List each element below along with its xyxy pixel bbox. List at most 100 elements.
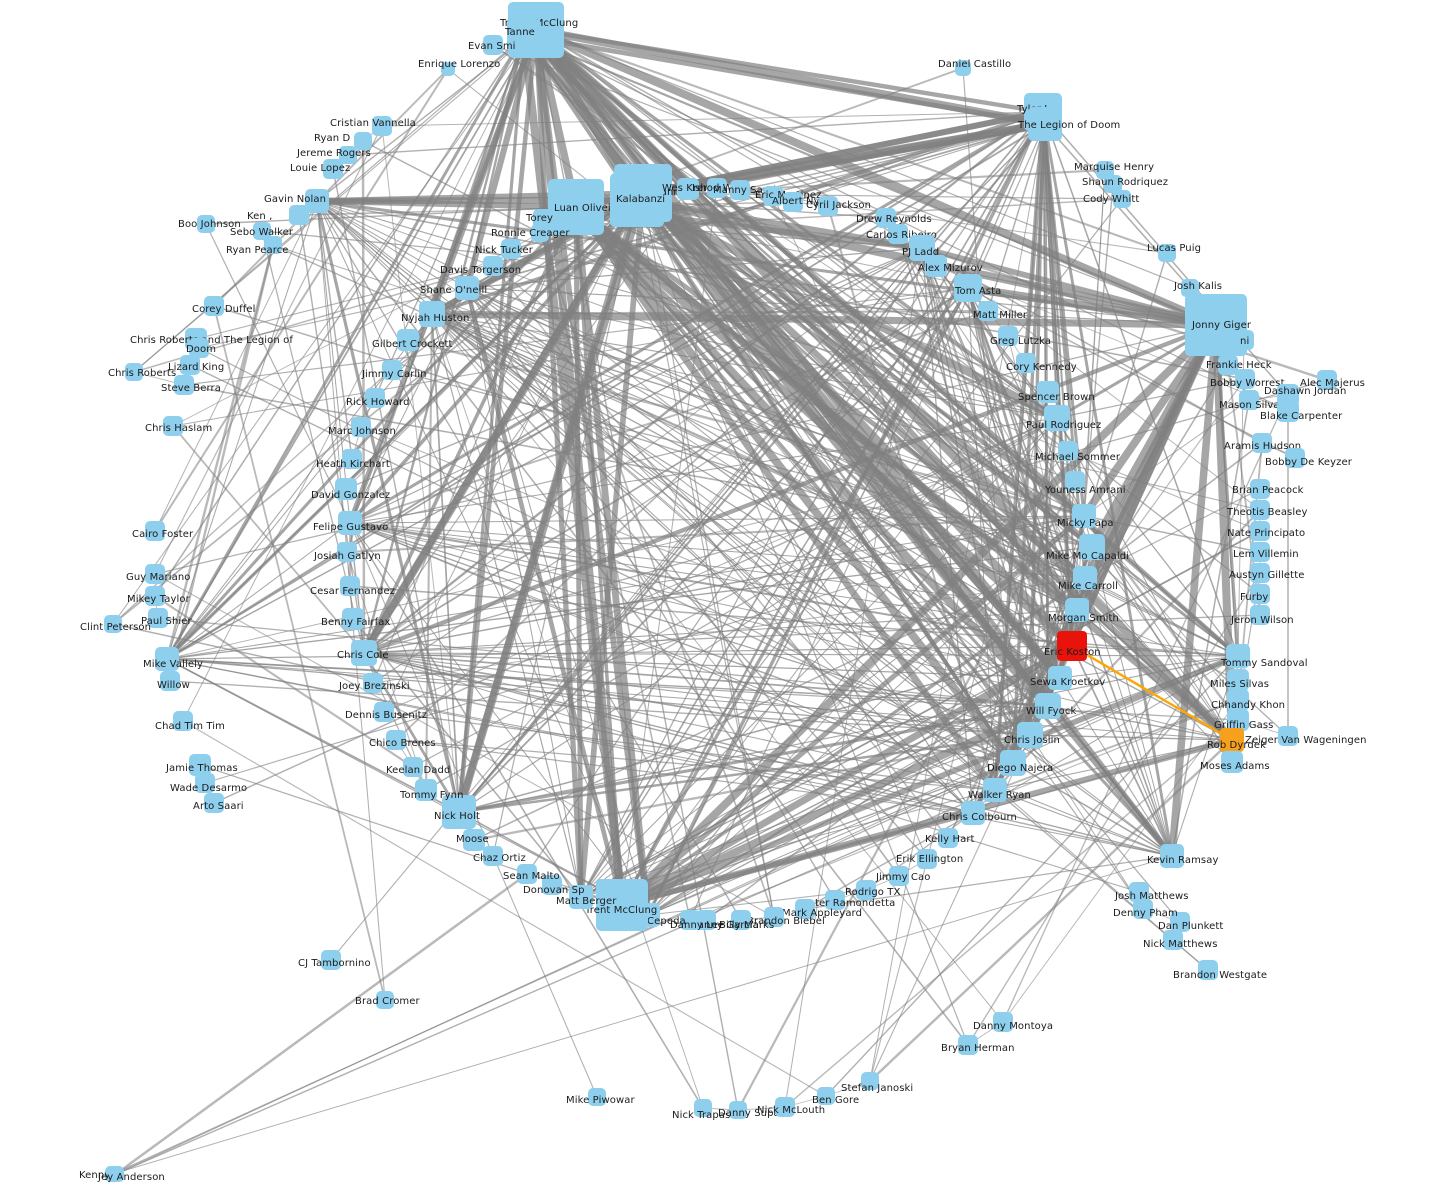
graph-node[interactable]	[104, 615, 122, 633]
graph-node[interactable]	[501, 239, 521, 259]
graph-node[interactable]	[542, 875, 562, 895]
graph-node[interactable]	[415, 779, 437, 801]
graph-node[interactable]	[938, 828, 958, 848]
graph-node[interactable]	[160, 671, 180, 691]
graph-node[interactable]	[861, 1072, 879, 1090]
graph-node[interactable]	[1250, 542, 1270, 562]
graph-node[interactable]	[455, 276, 479, 300]
graph-node[interactable]	[1227, 709, 1249, 731]
graph-node[interactable]	[155, 647, 179, 671]
graph-node[interactable]	[365, 388, 385, 408]
graph-node[interactable]	[707, 178, 727, 198]
graph-node[interactable]	[419, 301, 445, 327]
graph-node[interactable]	[1285, 448, 1305, 468]
graph-node[interactable]	[1227, 669, 1249, 691]
graph-node[interactable]	[145, 586, 165, 606]
graph-node[interactable]	[548, 179, 604, 235]
graph-node[interactable]	[1234, 330, 1254, 350]
graph-node[interactable]	[264, 236, 282, 254]
graph-node[interactable]	[1037, 381, 1059, 403]
graph-node[interactable]	[731, 910, 751, 930]
graph-node[interactable]	[961, 801, 985, 825]
graph-node[interactable]	[382, 360, 402, 380]
graph-node[interactable]	[204, 296, 224, 316]
graph-node[interactable]	[596, 879, 648, 931]
graph-node[interactable]	[954, 274, 982, 302]
graph-node[interactable]	[253, 222, 271, 240]
graph-node[interactable]	[825, 890, 845, 910]
graph-node[interactable]	[1073, 566, 1097, 590]
graph-node[interactable]	[372, 116, 392, 136]
graph-node[interactable]	[374, 702, 394, 722]
graph-node[interactable]	[340, 576, 360, 596]
graph-node[interactable]	[1028, 107, 1062, 141]
graph-node[interactable]	[1129, 882, 1149, 902]
graph-node[interactable]	[1133, 899, 1153, 919]
graph-node[interactable]	[1227, 689, 1249, 711]
graph-node[interactable]	[148, 608, 168, 628]
graph-node[interactable]	[1048, 666, 1072, 690]
graph-node[interactable]	[889, 866, 909, 886]
graph-node[interactable]	[610, 173, 664, 227]
graph-node[interactable]	[125, 363, 143, 381]
graph-node[interactable]	[441, 62, 455, 76]
graph-node[interactable]	[1218, 355, 1238, 375]
graph-node[interactable]	[351, 640, 377, 666]
graph-node[interactable]	[1250, 584, 1270, 604]
graph-node[interactable]	[856, 880, 876, 900]
graph-node[interactable]	[1113, 190, 1131, 208]
graph-node[interactable]	[338, 511, 362, 535]
graph-node[interactable]	[442, 795, 476, 829]
graph-node[interactable]	[335, 478, 357, 500]
graph-node[interactable]	[925, 255, 947, 277]
graph-node[interactable]	[339, 146, 357, 164]
graph-node[interactable]	[1016, 353, 1036, 373]
graph-node[interactable]	[795, 899, 815, 919]
graph-node[interactable]	[403, 757, 423, 777]
graph-node[interactable]	[818, 196, 838, 216]
graph-node[interactable]	[483, 846, 503, 866]
graph-node[interactable]	[1065, 598, 1089, 622]
graph-node[interactable]	[588, 1088, 606, 1106]
graph-node[interactable]	[483, 35, 503, 55]
graph-node[interactable]	[1250, 479, 1270, 499]
graph-node[interactable]	[517, 864, 537, 884]
graph-node[interactable]	[145, 521, 165, 541]
graph-node[interactable]	[730, 180, 750, 200]
graph-node[interactable]	[1198, 960, 1218, 980]
graph-node[interactable]	[775, 1097, 795, 1117]
graph-node[interactable]	[1277, 400, 1299, 422]
graph-node[interactable]	[888, 224, 908, 244]
graph-node[interactable]	[1170, 912, 1190, 932]
graph-node[interactable]	[363, 673, 383, 693]
graph-node[interactable]	[483, 256, 503, 276]
graph-node[interactable]	[729, 1101, 747, 1119]
graph-node[interactable]	[817, 1087, 835, 1105]
graph-node[interactable]	[1250, 500, 1270, 520]
graph-node[interactable]	[386, 730, 406, 750]
graph-node[interactable]	[174, 375, 194, 395]
graph-node[interactable]	[1239, 390, 1259, 410]
graph-node[interactable]	[993, 1012, 1013, 1032]
graph-node[interactable]	[958, 1035, 978, 1055]
graph-node[interactable]	[289, 205, 309, 225]
graph-node[interactable]	[1035, 693, 1061, 719]
graph-node[interactable]	[1163, 930, 1183, 950]
graph-node[interactable]	[694, 1099, 712, 1117]
graph-node[interactable]	[197, 215, 215, 233]
graph-node[interactable]	[1017, 722, 1043, 748]
graph-node[interactable]	[1058, 441, 1078, 461]
graph-node[interactable]	[376, 991, 394, 1009]
graph-node[interactable]	[305, 189, 329, 213]
graph-node[interactable]	[998, 326, 1018, 346]
graph-node[interactable]	[321, 950, 341, 970]
graph-node[interactable]	[195, 773, 215, 793]
graph-node[interactable]	[1220, 728, 1244, 752]
graph-node[interactable]	[1252, 433, 1272, 453]
graph-node[interactable]	[145, 564, 165, 584]
graph-node[interactable]	[1072, 504, 1096, 528]
graph-node[interactable]	[173, 711, 193, 731]
graph-node[interactable]	[1158, 244, 1176, 262]
graph-node[interactable]	[507, 19, 541, 53]
